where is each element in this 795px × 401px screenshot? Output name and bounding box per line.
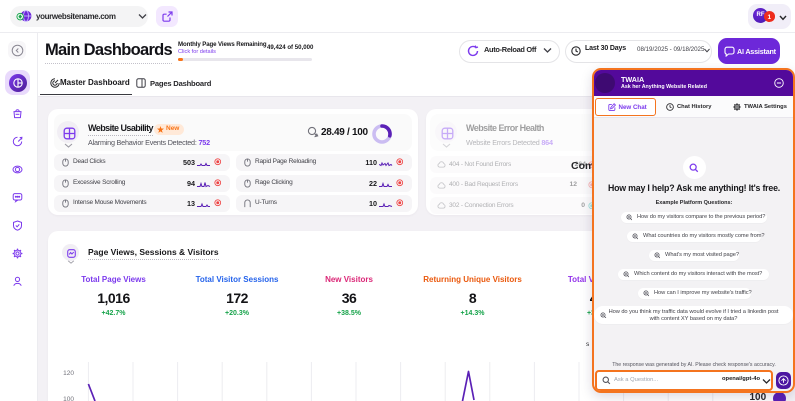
svg-text:100: 100 bbox=[63, 396, 74, 401]
svg-text:120: 120 bbox=[63, 370, 74, 377]
